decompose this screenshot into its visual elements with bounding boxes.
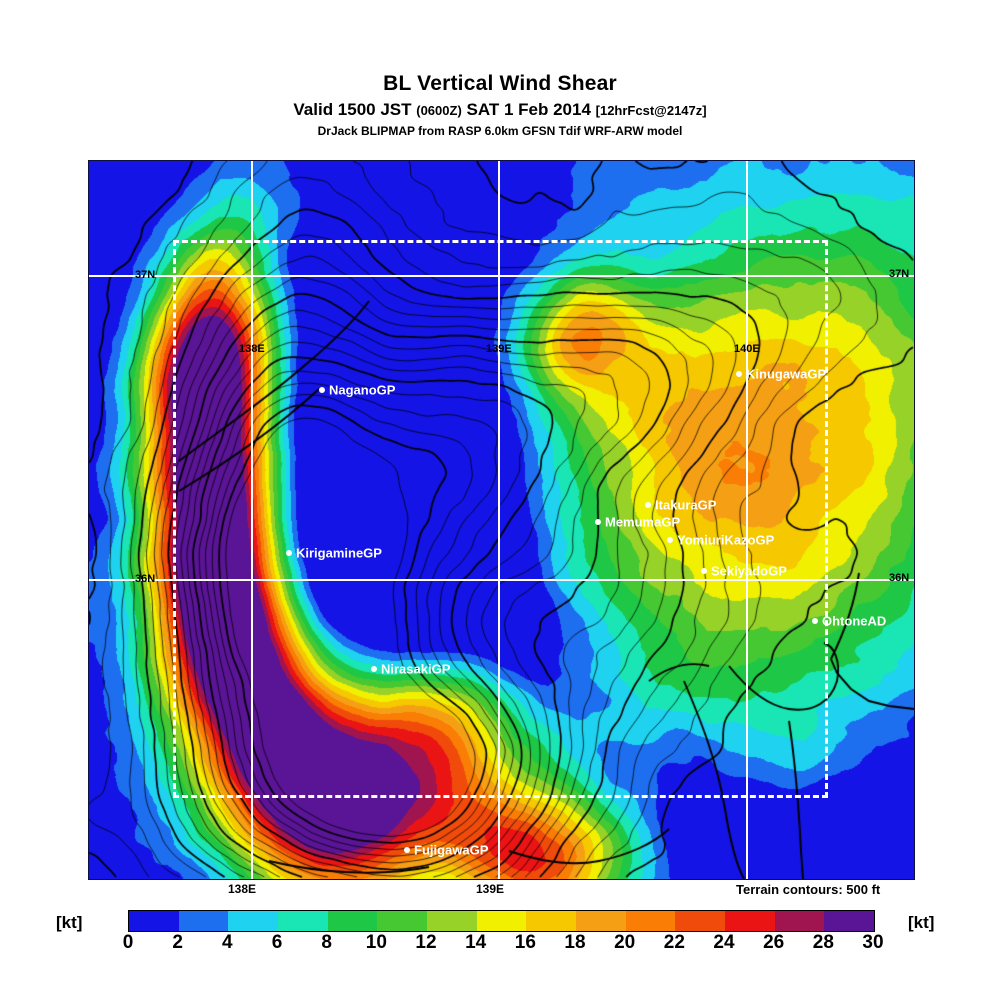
- lat-label-36N-left: 36N: [135, 573, 156, 585]
- terrain-contour-note: Terrain contours: 500 ft: [736, 882, 881, 897]
- station-label: KirigamineGP: [296, 545, 382, 561]
- colorbar-tick-0: 0: [122, 932, 134, 953]
- station-marker-icon: [736, 370, 742, 377]
- station-marker-icon: [319, 386, 325, 393]
- colorbar-tick-10: 10: [365, 932, 387, 953]
- colorbar-unit-left: [kt]: [56, 913, 83, 932]
- colorbar-tick-30: 30: [862, 932, 884, 953]
- colorbar-swatch-14: [824, 911, 875, 931]
- colorbar-swatch-4: [327, 911, 378, 931]
- colorbar-swatch-1: [178, 911, 229, 931]
- station-FujigawaGP[interactable]: FujigawaGP: [404, 841, 488, 859]
- station-YomiuriKazoGP[interactable]: YomiuriKazoGP: [667, 531, 774, 549]
- station-OhtoneAD[interactable]: OhtoneAD: [812, 612, 886, 630]
- lon-label-138E-bottom: 138E: [228, 882, 257, 896]
- title-block: BL Vertical Wind Shear Valid 1500 JST (0…: [0, 0, 1000, 138]
- station-ItakuraGP[interactable]: ItakuraGP: [645, 496, 716, 514]
- valid-time-line: Valid 1500 JST (0600Z) SAT 1 Feb 2014 [1…: [0, 100, 1000, 120]
- graticule-lon-140E: [746, 161, 748, 879]
- station-KirigamineGP[interactable]: KirigamineGP: [286, 544, 382, 562]
- station-label: NirasakiGP: [381, 661, 451, 677]
- valid-time-date: SAT 1 Feb 2014: [461, 100, 596, 119]
- station-MemumaGP[interactable]: MemumaGP: [595, 513, 680, 531]
- station-label: OhtoneAD: [822, 613, 887, 629]
- valid-time-prefix: Valid 1500 JST: [293, 100, 417, 119]
- colorbar-swatch-2: [228, 911, 279, 931]
- colorbar-tick-26: 26: [763, 932, 785, 953]
- shear-field-raster: [89, 161, 914, 879]
- station-NaganoGP[interactable]: NaganoGP: [319, 381, 395, 399]
- colorbar-swatch-3: [278, 911, 328, 931]
- station-label: MemumaGP: [605, 514, 681, 530]
- colorbar-swatch-7: [476, 911, 527, 931]
- forecast-hour-tag: [12hrFcst@2147z]: [595, 103, 707, 118]
- station-marker-icon: [371, 665, 377, 672]
- colorbar-swatch-5: [377, 911, 428, 931]
- station-marker-icon: [812, 617, 818, 624]
- colorbar-swatch-12: [725, 911, 775, 931]
- station-NirasakiGP[interactable]: NirasakiGP: [371, 660, 450, 678]
- lon-label-139E-top: 139E: [486, 343, 512, 355]
- colorbar-tick-2: 2: [172, 932, 183, 953]
- station-label: KinugawaGP: [746, 366, 827, 382]
- page-title: BL Vertical Wind Shear: [383, 72, 617, 95]
- forecast-domain-box: [173, 240, 828, 798]
- colorbar: [kt] [kt] 0 2 4 6 8 10 12 14 16 18 20 22 24 26 28 30: [0, 905, 1000, 965]
- station-SekiyadoGP[interactable]: SekiyadoGP: [701, 562, 787, 580]
- colorbar-swatch-13: [774, 911, 825, 931]
- colorbar-swatch-0: [129, 911, 179, 931]
- colorbar-swatch-10: [625, 911, 676, 931]
- station-label: FujigawaGP: [414, 842, 489, 858]
- station-marker-icon: [595, 518, 601, 525]
- model-source-line: DrJack BLIPMAP from RASP 6.0km GFSN Tdif…: [317, 124, 683, 138]
- graticule-lat-37N: [89, 275, 914, 277]
- colorbar-tick-12: 12: [415, 932, 437, 953]
- colorbar-swatch-8: [526, 911, 577, 931]
- lon-label-139E-bottom: 139E: [476, 882, 505, 896]
- station-KinugawaGP[interactable]: KinugawaGP: [736, 365, 826, 383]
- colorbar-swatch-11: [675, 911, 726, 931]
- colorbar-swatches: [128, 910, 875, 932]
- lat-label-37N-right: 37N: [889, 268, 910, 280]
- colorbar-unit-right: [kt]: [908, 913, 935, 932]
- station-marker-icon: [645, 501, 651, 508]
- colorbar-tick-28: 28: [812, 932, 834, 953]
- colorbar-tick-14: 14: [465, 932, 487, 953]
- bottom-axis-labels: 138E 139E: [0, 882, 1000, 900]
- colorbar-tick-6: 6: [271, 932, 283, 953]
- station-label: ItakuraGP: [655, 497, 717, 513]
- station-label: YomiuriKazoGP: [677, 532, 775, 548]
- lon-label-138E-top: 138E: [239, 343, 265, 355]
- colorbar-tick-22: 22: [663, 932, 685, 953]
- lat-label-36N-right: 36N: [889, 572, 910, 584]
- station-marker-icon: [286, 549, 292, 556]
- colorbar-swatch-9: [576, 911, 626, 931]
- lon-label-140E-top: 140E: [734, 343, 760, 355]
- graticule-lat-36N: [89, 579, 914, 581]
- colorbar-tick-8: 8: [321, 932, 332, 953]
- station-label: NaganoGP: [329, 382, 396, 398]
- station-marker-icon: [701, 567, 707, 574]
- colorbar-tick-4: 4: [222, 932, 233, 953]
- station-label: SekiyadoGP: [711, 563, 787, 579]
- colorbar-tick-20: 20: [614, 932, 636, 953]
- colorbar-swatch-6: [427, 911, 477, 931]
- valid-time-utc: (0600Z): [416, 103, 462, 118]
- colorbar-tick-24: 24: [713, 932, 735, 953]
- colorbar-tick-18: 18: [564, 932, 586, 953]
- weather-map[interactable]: 138E 139E 140E 37N 36N NaganoGP Kinugawa…: [88, 160, 915, 880]
- colorbar-tick-16: 16: [514, 932, 536, 953]
- lat-label-37N-left: 37N: [135, 269, 156, 281]
- station-marker-icon: [667, 536, 673, 543]
- graticule-lon-139E: [498, 161, 500, 879]
- colorbar-tick-labels: 0 2 4 6 8 10 12 14 16 18 20 22 24 26 28 30: [0, 932, 1000, 958]
- graticule-lon-138E: [251, 161, 253, 879]
- station-marker-icon: [404, 846, 410, 853]
